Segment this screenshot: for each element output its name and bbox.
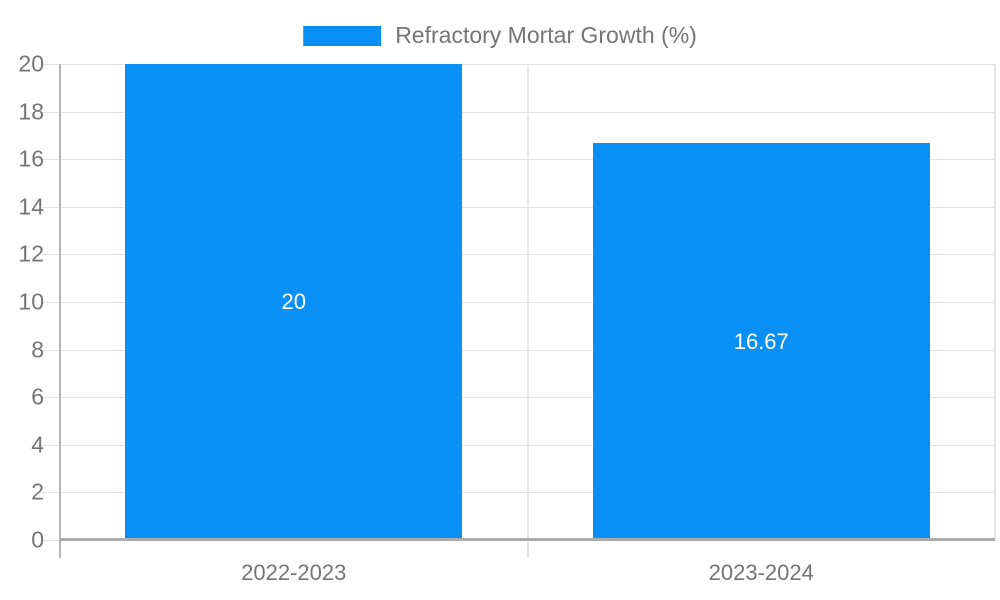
- x-axis-tick: [526, 540, 529, 558]
- x-axis-tick-label: 2022-2023: [241, 560, 347, 585]
- y-axis-tick-label: 0: [31, 526, 44, 553]
- y-axis-tick: [42, 302, 60, 303]
- y-axis-tick: [42, 397, 60, 399]
- y-axis-tick-label: 14: [18, 193, 44, 220]
- x-axis-tick-label: 2023-2024: [708, 560, 814, 585]
- y-axis-tick: [42, 444, 60, 446]
- y-axis-tick: [42, 349, 60, 351]
- bar-value-label: 16.67: [733, 328, 789, 354]
- plot-right-border: [994, 64, 996, 540]
- legend-swatch: [303, 25, 382, 46]
- y-axis-tick: [42, 64, 60, 65]
- x-axis-baseline: [60, 538, 995, 541]
- y-axis-line: [59, 64, 61, 558]
- y-axis-tick-label: 8: [31, 336, 44, 363]
- y-axis-tick-label: 18: [18, 98, 44, 125]
- category-separator-gridline: [526, 64, 529, 540]
- y-axis-tick: [42, 540, 60, 541]
- bar[interactable]: [125, 64, 463, 540]
- legend[interactable]: Refractory Mortar Growth (%): [303, 22, 697, 49]
- y-axis-tick: [42, 492, 60, 494]
- y-axis-tick: [42, 254, 60, 256]
- y-axis-tick-label: 10: [18, 288, 44, 315]
- bar[interactable]: [592, 143, 930, 540]
- y-axis-tick-label: 12: [18, 240, 44, 267]
- y-axis-tick: [42, 111, 60, 113]
- y-axis-tick: [42, 159, 60, 161]
- legend-label: Refractory Mortar Growth (%): [395, 22, 697, 48]
- y-axis-tick-label: 20: [18, 50, 44, 77]
- y-axis-tick-label: 6: [31, 383, 44, 410]
- y-axis-tick-label: 16: [18, 145, 44, 172]
- y-axis-tick-label: 2: [31, 478, 44, 505]
- y-axis-tick: [42, 206, 60, 208]
- bar-value-label: 20: [281, 289, 306, 314]
- y-axis-tick-label: 4: [31, 431, 44, 458]
